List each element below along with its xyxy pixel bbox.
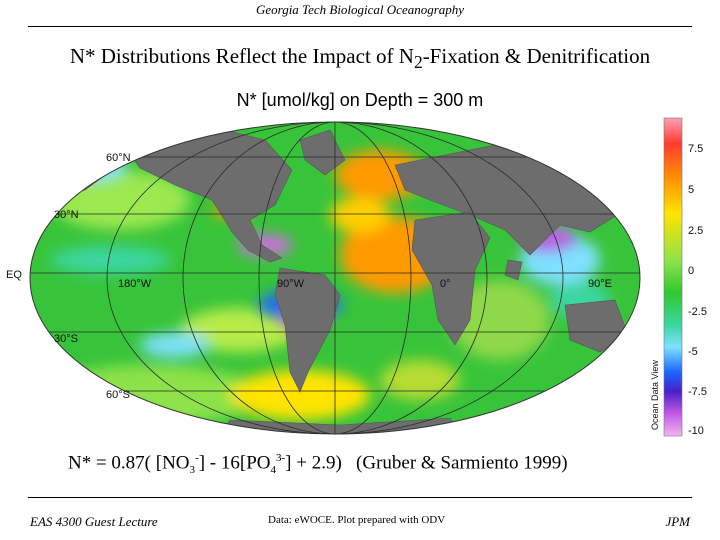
colorbar-tick: 2.5 [688, 225, 703, 237]
formula-part: ] - 16[PO [198, 452, 271, 474]
lat-label-30s: 30°S [54, 333, 78, 345]
lat-label-60n: 60°N [106, 152, 131, 164]
colorbar [663, 117, 683, 437]
lat-label-30n: 30°N [54, 209, 79, 221]
formula-citation: (Gruber & Sarmiento 1999) [356, 452, 568, 474]
footer-initials: JPM [665, 514, 690, 529]
colorbar-tick: 5 [688, 184, 694, 196]
formula-sup: - [195, 452, 199, 464]
lat-label-60s: 60°S [106, 389, 130, 401]
map-outline [29, 121, 641, 435]
slide-title-main: N* Distributions Reflect the Impact of N [69, 44, 414, 68]
n-star-map: 60°N 30°N EQ 30°S 60°S 180°W 90°W 0° 90°… [6, 117, 707, 437]
map-title: N* [umol/kg] on Depth = 300 m [236, 90, 484, 110]
formula-sup: 3- [276, 452, 286, 464]
lon-label-90w: 90°W [277, 278, 305, 290]
colorbar-tick: -5 [688, 346, 698, 358]
footer-rule [28, 497, 692, 498]
formula-sub: 3 [189, 464, 196, 477]
header-rule [28, 26, 692, 27]
slide-title-tail: -Fixation & Denitrification [422, 44, 651, 68]
lon-label-90e: 90°E [588, 278, 612, 290]
nstar-formula: N* = 0.87( [NO3-] - 16[PO43-] + 2.9) (Gr… [68, 452, 568, 476]
formula-part: ] + 2.9) [285, 452, 342, 474]
formula-sub: 4 [270, 464, 277, 477]
lon-label-180w: 180°W [118, 278, 152, 290]
ocean-field [30, 122, 640, 434]
lon-label-0: 0° [440, 278, 451, 290]
footer-course: EAS 4300 Guest Lecture [30, 514, 158, 529]
colorbar-credit: Ocean Data View [650, 360, 660, 430]
slide-title-subscript: 2 [413, 52, 423, 73]
colorbar-tick: -7.5 [688, 386, 707, 398]
formula-part: N* = 0.87( [NO [68, 452, 190, 474]
header-text: Georgia Tech Biological Oceanography [255, 2, 465, 17]
slide-title: N* Distributions Reflect the Impact of N… [0, 44, 720, 73]
colorbar-tick: 7.5 [688, 143, 703, 155]
colorbar-tick: -10 [688, 425, 704, 437]
colorbar-tick: 0 [688, 265, 694, 277]
footer-data-credit: Data: eWOCE. Plot prepared with ODV [268, 514, 446, 526]
colorbar-tick: -2.5 [688, 306, 707, 318]
lat-label-eq: EQ [6, 269, 22, 281]
